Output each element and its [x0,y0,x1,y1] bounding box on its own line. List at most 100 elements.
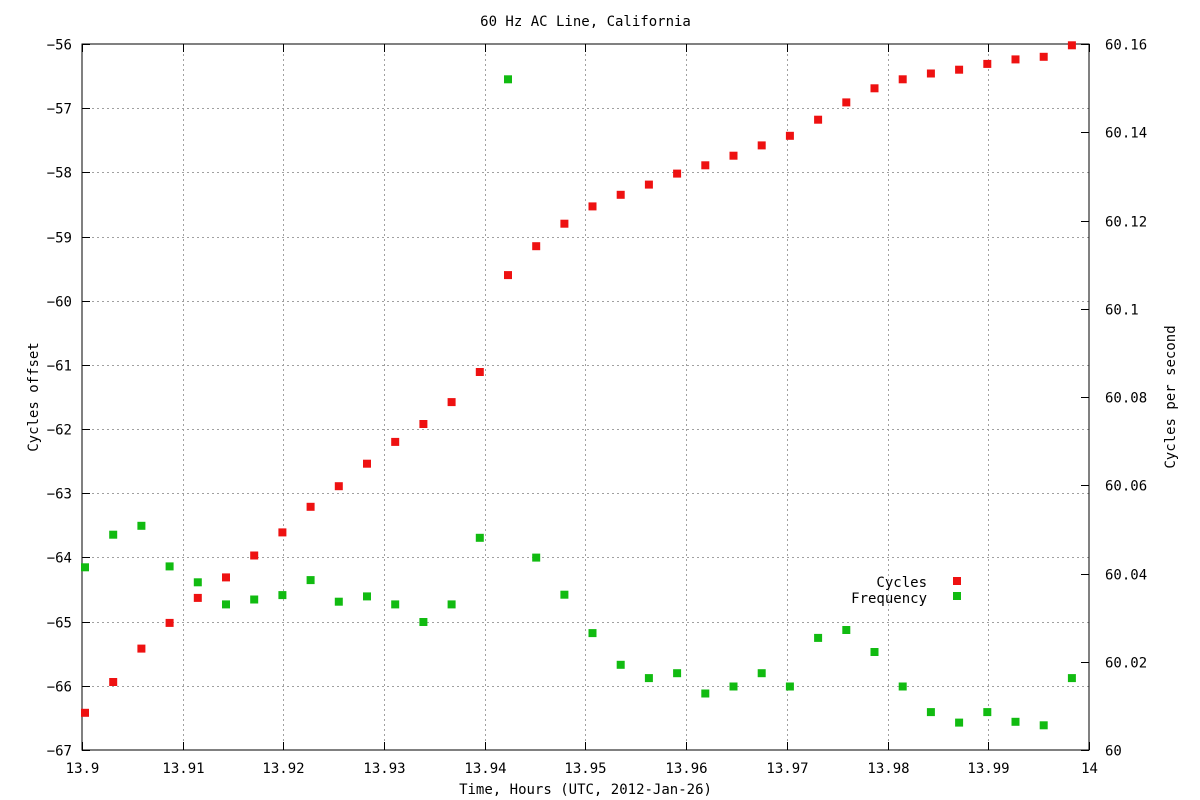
data-point-frequency [81,563,89,572]
data-point-cycles [983,59,992,68]
data-point-cycles [250,551,259,560]
data-point-cycles [1067,41,1076,50]
x-tick-label-14: 14 [1081,761,1098,777]
data-point-cycles [785,131,794,140]
x-axis-label: Time, Hours (UTC, 2012-Jan-26) [459,782,712,798]
data-point-cycles [109,678,118,686]
data-point-frequency [165,562,174,571]
data-point-frequency [363,592,371,601]
legend-swatch-frequency [953,592,961,600]
x-tick-label-13-99: 13.99 [967,761,1009,777]
data-point-cycles [898,75,907,84]
data-point-cycles [588,202,597,211]
data-point-frequency [109,530,118,539]
x-tick-label-13-9: 13.9 [66,761,100,777]
data-point-frequency [1039,721,1048,730]
data-point-frequency [701,689,710,698]
data-point-cycles [673,169,682,178]
points-layer [81,41,1076,730]
x-tick-label-13-93: 13.93 [363,761,405,777]
data-point-frequency [870,648,879,656]
data-point-cycles [278,528,287,537]
data-point-cycles [334,482,343,491]
data-point-frequency [955,718,964,727]
y-tick-label-minus-61: −61 [47,359,72,375]
y2-tick-label-60-14: 60.14 [1105,126,1147,142]
grid-layer [82,44,1089,750]
data-point-cycles [1039,52,1048,61]
data-point-frequency [616,660,625,669]
data-point-frequency [278,591,287,600]
data-point-frequency [137,521,146,530]
data-point-cycles [363,459,371,468]
y-tick-label-minus-67: −67 [47,744,72,760]
data-point-cycles [926,69,935,78]
data-point-frequency [250,595,259,604]
data-point-frequency [588,629,597,638]
y2-tick-label-60: 60 [1105,744,1122,760]
y2-tick-label-60-08: 60.08 [1105,391,1147,407]
data-point-cycles [475,368,484,376]
y2-tick-label-60-02: 60.02 [1105,656,1147,672]
data-point-cycles [447,398,456,407]
data-point-cycles [193,593,202,602]
data-point-cycles [955,65,964,74]
data-point-frequency [475,533,484,542]
data-point-frequency [560,590,569,599]
data-point-frequency [1011,717,1020,726]
x-tick-label-13-92: 13.92 [262,761,304,777]
data-point-frequency [532,553,541,562]
x-tick-label-13-91: 13.91 [162,761,204,777]
y-tick-label-minus-66: −66 [47,680,72,696]
data-point-cycles [137,644,146,653]
y2-tick-label-60-16: 60.16 [1105,38,1147,54]
data-point-frequency [447,600,456,609]
y-tick-label-minus-60: −60 [47,295,72,311]
data-point-cycles [757,141,766,150]
y-tick-label-minus-62: −62 [47,423,72,439]
data-point-cycles [644,180,653,189]
data-point-frequency [391,600,400,609]
data-point-frequency [898,682,907,691]
data-point-frequency [842,626,851,634]
chart-title: 60 Hz AC Line, California [480,14,691,30]
data-point-frequency [334,597,343,606]
x-tick-label-13-94: 13.94 [464,761,506,777]
data-point-cycles [419,420,428,428]
data-point-frequency [193,578,202,587]
legend-label-cycles: Cycles [876,575,927,591]
y-tick-label-minus-57: −57 [47,102,72,118]
y2-tick-label-60-1: 60.1 [1105,303,1139,319]
y-tick-label-minus-65: −65 [47,616,72,632]
data-point-frequency [673,669,682,678]
x-tick-label-13-95: 13.95 [564,761,606,777]
x-tick-label-13-98: 13.98 [867,761,909,777]
data-point-cycles [81,708,89,717]
data-point-frequency [306,576,315,585]
y-tick-label-minus-64: −64 [47,551,72,567]
y2-tick-label-60-04: 60.04 [1105,568,1147,584]
ticks-layer: 13.9 13.91 13.92 13.93 13.94 13.95 13.96 13.97 1… [47,38,1147,778]
y2-axis-label: Cycles per second [1163,325,1179,468]
data-point-frequency [504,75,512,84]
x-tick-label-13-96: 13.96 [665,761,707,777]
data-point-frequency [729,682,738,691]
data-point-cycles [842,98,851,107]
y-tick-label-minus-59: −59 [47,231,72,247]
data-point-frequency [926,708,935,717]
data-point-frequency [785,682,794,691]
data-point-cycles [616,190,625,199]
data-point-frequency [757,669,766,678]
legend-swatch-cycles [953,577,961,585]
data-point-cycles [222,573,230,582]
data-point-cycles [814,115,823,124]
data-point-frequency [814,633,823,642]
data-point-cycles [504,271,512,280]
y2-tick-label-60-12: 60.12 [1105,215,1147,231]
y-tick-label-minus-63: −63 [47,487,72,503]
data-point-cycles [1011,55,1020,64]
data-point-frequency [419,618,428,626]
legend: Cycles Frequency [851,575,961,607]
